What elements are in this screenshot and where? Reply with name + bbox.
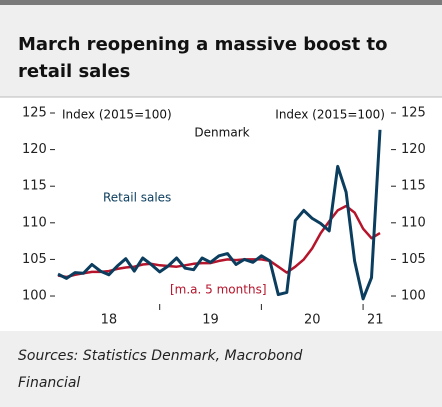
y2-tick-label: 110 [401,215,426,230]
y-tick-label: 120 [22,142,47,157]
x-tick-label: 19 [202,313,219,328]
y2-tick-label: 100 [401,289,426,304]
y-tick-label: 100 [22,289,47,304]
series-label: [m.a. 5 months] [170,283,267,297]
axis-label: Index (2015=100) [275,108,385,122]
y-tick-label: 125 [22,106,47,121]
chart-title: March reopening a massive boost to [18,34,387,55]
annotation: Denmark [194,126,249,140]
x-tick-label: 21 [367,313,384,328]
y2-tick-label: 115 [401,179,426,194]
series-label: Retail sales [103,191,171,205]
plot-panel [0,97,442,331]
y-tick-label: 110 [22,215,47,230]
source: Sources: Statistics Denmark, Macrobond [18,348,303,364]
y-tick-label: 115 [22,179,47,194]
source: Financial [18,375,80,391]
y-tick-label: 105 [22,252,47,267]
series-line [57,129,382,301]
y2-tick-label: 120 [401,142,426,157]
y2-tick-label: 105 [401,252,426,267]
x-tick-label: 18 [101,313,118,328]
y2-tick-label: 125 [401,106,426,121]
axis-label: Index (2015=100) [62,108,172,122]
chart-title: retail sales [18,61,130,82]
x-tick-label: 20 [304,313,321,328]
top-bar [0,0,442,5]
